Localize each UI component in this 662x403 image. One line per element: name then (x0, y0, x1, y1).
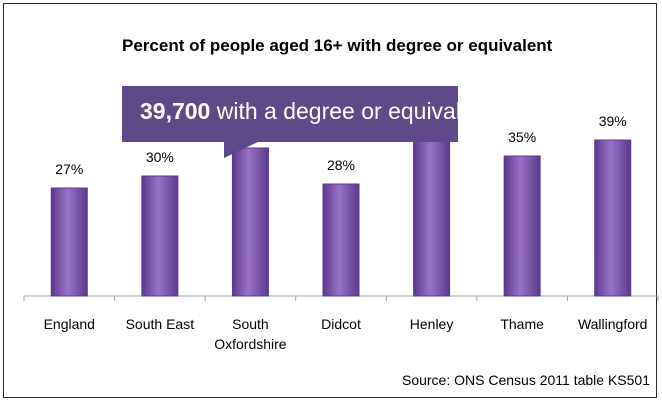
bar-wallingford (594, 139, 632, 297)
x-tick-label: Didcot (321, 316, 361, 332)
callout-label: with a degree or equivalent (210, 98, 493, 124)
bar-south-east (141, 175, 179, 297)
data-label: 39% (599, 113, 627, 129)
bar-thame (503, 155, 541, 297)
data-label: 27% (55, 161, 83, 177)
x-tick-label: South East (126, 316, 195, 332)
data-label: 35% (508, 129, 536, 145)
x-tick-label: England (44, 316, 95, 332)
x-tick-label: Oxfordshire (214, 336, 287, 352)
callout-shape (122, 86, 458, 158)
data-label: 30% (146, 149, 174, 165)
bar-henley (413, 119, 451, 297)
bar-didcot (322, 183, 360, 297)
x-tick-label: Thame (500, 316, 544, 332)
callout-box: 39,700 with a degree or equivalent (122, 86, 493, 158)
data-label: 28% (327, 157, 355, 173)
callout-number: 39,700 (140, 98, 211, 124)
x-tick-label: South (232, 316, 269, 332)
x-tick-label: Wallingford (578, 316, 648, 332)
callout-text: 39,700 with a degree or equivalent (140, 98, 493, 125)
bar-england (50, 187, 88, 297)
bar-south-oxfordshire (231, 147, 269, 297)
source-note: Source: ONS Census 2011 table KS501 (401, 372, 650, 388)
chart-title: Percent of people aged 16+ with degree o… (122, 36, 553, 55)
x-tick-label: Henley (410, 316, 454, 332)
